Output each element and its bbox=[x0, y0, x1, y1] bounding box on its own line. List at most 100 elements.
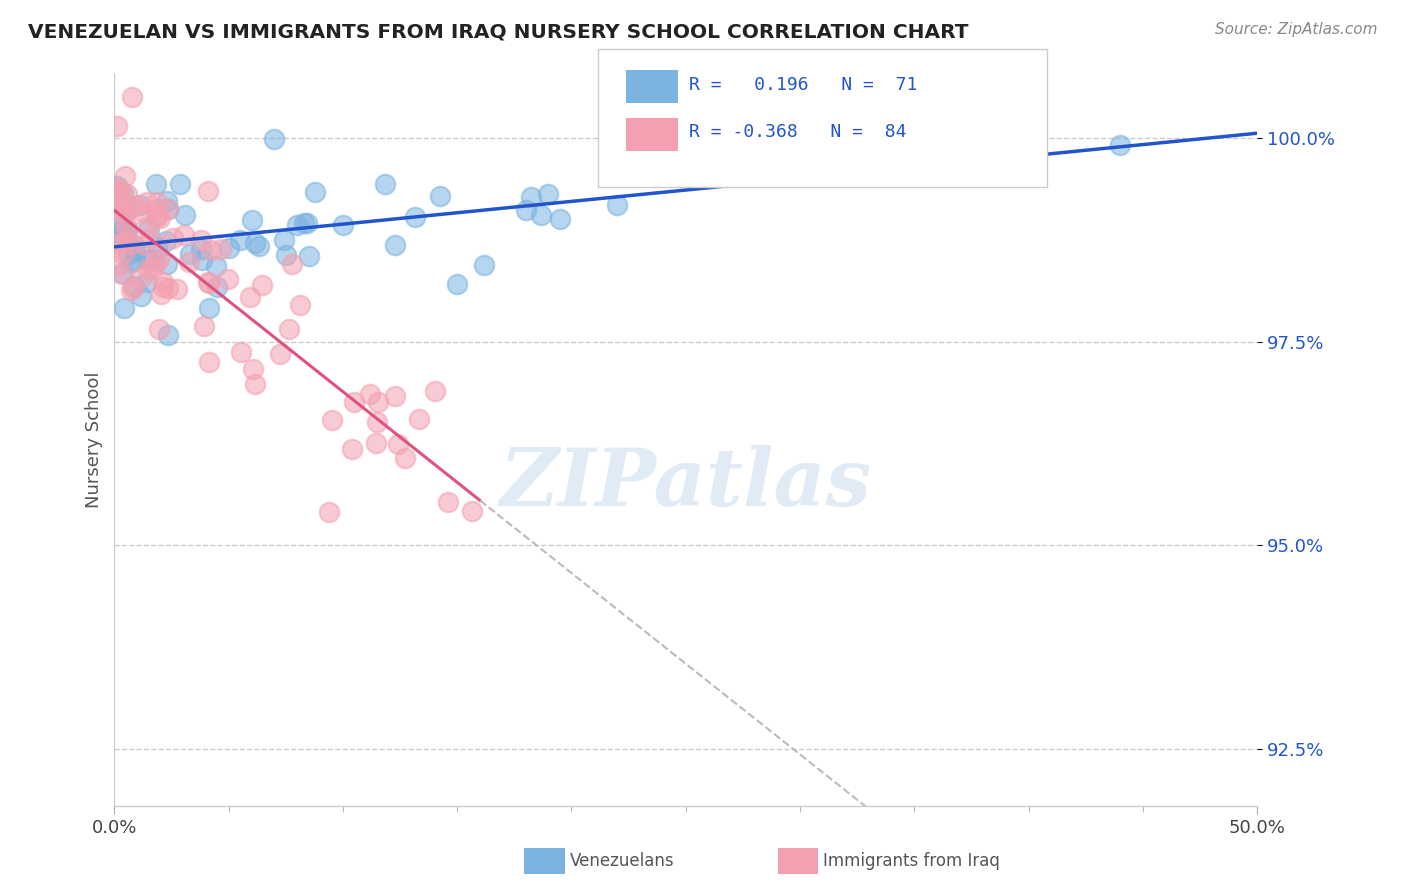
Point bbox=[229, 233, 252, 247]
Point bbox=[122, 237, 145, 252]
Point bbox=[121, 90, 143, 104]
Text: R =   0.196   N =  71: R = 0.196 N = 71 bbox=[689, 76, 917, 94]
Point bbox=[117, 247, 139, 261]
Point bbox=[229, 345, 252, 359]
Point bbox=[429, 189, 451, 203]
Point bbox=[209, 242, 232, 256]
Point bbox=[972, 153, 994, 168]
Point bbox=[111, 186, 134, 201]
Point bbox=[273, 233, 295, 247]
Point bbox=[131, 269, 153, 284]
Point bbox=[156, 281, 179, 295]
Point bbox=[177, 255, 200, 269]
Point bbox=[146, 194, 169, 209]
Point bbox=[142, 260, 165, 275]
Point bbox=[114, 216, 136, 230]
Point bbox=[191, 252, 214, 267]
Point bbox=[340, 442, 363, 456]
Point bbox=[136, 262, 159, 277]
Point bbox=[157, 202, 180, 217]
Point bbox=[530, 208, 553, 222]
Point bbox=[107, 258, 129, 272]
Point bbox=[108, 185, 131, 199]
Point bbox=[387, 436, 409, 450]
Point bbox=[124, 252, 146, 267]
Text: Source: ZipAtlas.com: Source: ZipAtlas.com bbox=[1215, 22, 1378, 37]
Point bbox=[148, 252, 170, 266]
Point bbox=[114, 222, 136, 236]
Point bbox=[343, 395, 366, 409]
Point bbox=[198, 355, 221, 369]
Point bbox=[115, 222, 138, 236]
Point bbox=[359, 387, 381, 401]
Point bbox=[122, 279, 145, 293]
Point bbox=[446, 277, 468, 291]
Point bbox=[173, 208, 195, 222]
Point bbox=[115, 224, 138, 238]
Point bbox=[404, 210, 426, 224]
Point bbox=[240, 212, 263, 227]
Point bbox=[105, 198, 128, 212]
Point bbox=[285, 219, 308, 233]
Point bbox=[156, 257, 179, 271]
Point bbox=[121, 237, 143, 252]
Point bbox=[110, 197, 132, 211]
Point bbox=[129, 198, 152, 212]
Point bbox=[121, 255, 143, 269]
Text: R = -0.368   N =  84: R = -0.368 N = 84 bbox=[689, 123, 907, 141]
Point bbox=[110, 223, 132, 237]
Point bbox=[148, 322, 170, 336]
Point bbox=[548, 211, 571, 226]
Point bbox=[115, 187, 138, 202]
Point bbox=[136, 195, 159, 210]
Point bbox=[136, 252, 159, 267]
Point bbox=[198, 301, 221, 316]
Point bbox=[110, 188, 132, 202]
Point bbox=[146, 240, 169, 254]
Text: Venezuelans: Venezuelans bbox=[569, 852, 673, 870]
Point bbox=[205, 259, 228, 273]
Point bbox=[111, 201, 134, 215]
Point bbox=[239, 290, 262, 304]
Point bbox=[105, 179, 128, 194]
Point bbox=[190, 242, 212, 256]
Point bbox=[606, 198, 628, 212]
Point bbox=[197, 277, 219, 291]
Point bbox=[145, 202, 167, 216]
Point bbox=[200, 243, 222, 257]
Point bbox=[197, 184, 219, 198]
Point bbox=[112, 301, 135, 315]
Text: VENEZUELAN VS IMMIGRANTS FROM IRAQ NURSERY SCHOOL CORRELATION CHART: VENEZUELAN VS IMMIGRANTS FROM IRAQ NURSE… bbox=[28, 22, 969, 41]
Point bbox=[519, 190, 541, 204]
Point bbox=[162, 231, 184, 245]
Point bbox=[155, 194, 177, 208]
Point bbox=[243, 236, 266, 251]
Point bbox=[384, 389, 406, 403]
Point bbox=[193, 318, 215, 333]
Point bbox=[114, 169, 136, 183]
Point bbox=[112, 223, 135, 237]
Point bbox=[120, 201, 142, 215]
Point bbox=[152, 275, 174, 289]
Point bbox=[269, 347, 291, 361]
Point bbox=[115, 200, 138, 214]
Point bbox=[207, 279, 229, 293]
Point bbox=[135, 220, 157, 235]
Point bbox=[384, 237, 406, 252]
Point bbox=[107, 234, 129, 248]
Point bbox=[111, 237, 134, 252]
Point bbox=[120, 284, 142, 298]
Point bbox=[132, 204, 155, 219]
Point bbox=[515, 202, 537, 217]
Point bbox=[408, 411, 430, 425]
Point bbox=[366, 415, 388, 429]
Point bbox=[217, 272, 239, 286]
Point bbox=[145, 255, 167, 269]
Text: Immigrants from Iraq: Immigrants from Iraq bbox=[823, 852, 1000, 870]
Point bbox=[145, 210, 167, 224]
Point bbox=[124, 199, 146, 213]
Point bbox=[276, 248, 298, 262]
Point bbox=[145, 209, 167, 223]
Point bbox=[107, 225, 129, 239]
Point bbox=[461, 504, 484, 518]
